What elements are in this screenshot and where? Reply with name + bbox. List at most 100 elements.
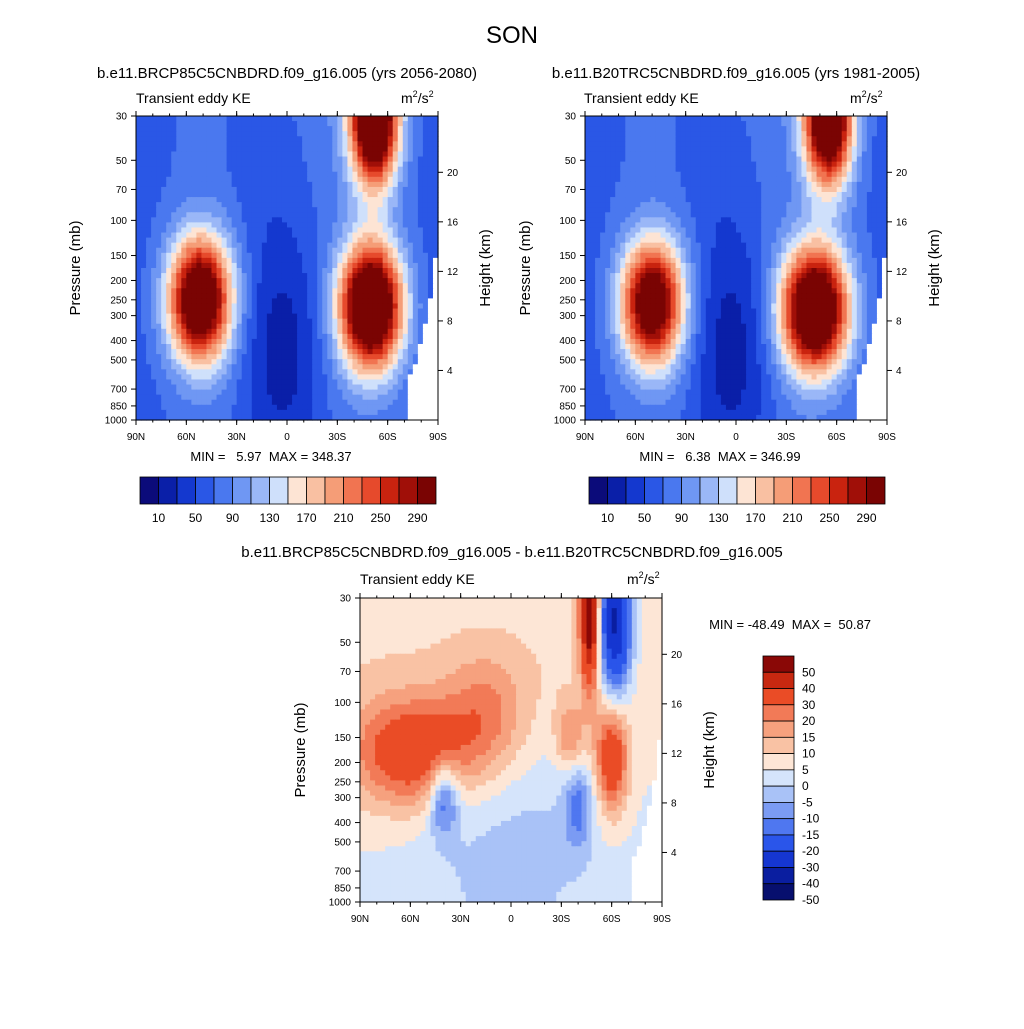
contour-cell — [171, 192, 177, 198]
contour-cell — [317, 293, 323, 299]
contour-cell — [352, 263, 358, 269]
contour-cell — [141, 227, 147, 233]
contour-cell — [292, 248, 298, 254]
contour-cell — [368, 390, 374, 396]
contour-cell — [827, 126, 833, 132]
contour-cell — [201, 263, 207, 269]
contour-cell — [201, 298, 207, 304]
contour-cell — [146, 248, 152, 254]
contour-cell — [201, 177, 207, 183]
contour-cell — [786, 172, 792, 178]
contour-cell — [817, 131, 823, 137]
contour-cell — [368, 212, 374, 218]
contour-cell — [242, 116, 248, 122]
contour-cell — [196, 339, 202, 345]
contour-cell — [786, 121, 792, 127]
contour-cell — [867, 207, 873, 213]
contour-cell — [428, 364, 434, 370]
contour-cell — [357, 197, 363, 203]
contour-cell — [766, 212, 772, 218]
contour-cell — [756, 151, 762, 157]
contour-cell — [222, 364, 228, 370]
contour-cell — [413, 238, 419, 244]
contour-cell — [252, 314, 258, 320]
contour-cell — [277, 116, 283, 122]
contour-cell — [156, 162, 162, 168]
contour-cell — [393, 212, 399, 218]
contour-cell — [706, 121, 712, 127]
contour-cell — [287, 253, 293, 259]
contour-cell — [832, 172, 838, 178]
contour-cell — [352, 258, 358, 264]
contour-cell — [191, 116, 197, 122]
contour-cell — [352, 354, 358, 360]
contour-cell — [812, 207, 818, 213]
contour-cell — [146, 278, 152, 284]
contour-cell — [761, 217, 767, 223]
contour-cell — [141, 243, 147, 249]
contour-cell — [277, 248, 283, 254]
contour-cell — [347, 314, 353, 320]
contour-cell — [791, 202, 797, 208]
contour-cell — [272, 309, 278, 315]
contour-cell — [277, 172, 283, 178]
contour-cell — [781, 187, 787, 193]
contour-cell — [342, 263, 348, 269]
contour-cell — [357, 349, 363, 355]
contour-cell — [867, 151, 873, 157]
contour-cell — [267, 324, 273, 330]
contour-cell — [252, 395, 258, 401]
contour-cell — [277, 222, 283, 228]
contour-cell — [756, 116, 762, 122]
contour-cell — [196, 410, 202, 416]
contour-cell — [277, 126, 283, 132]
contour-cell — [771, 146, 777, 152]
contour-cell — [206, 344, 212, 350]
contour-cell — [413, 379, 419, 385]
contour-cell — [287, 248, 293, 254]
contour-cell — [368, 400, 374, 406]
contour-cell — [418, 278, 424, 284]
contour-cell — [368, 349, 374, 355]
contour-cell — [212, 243, 218, 249]
contour-cell — [806, 121, 812, 127]
contour-cell — [368, 253, 374, 259]
contour-cell — [171, 390, 177, 396]
contour-cell — [237, 227, 243, 233]
contour-cell — [217, 369, 223, 375]
contour-cell — [136, 400, 142, 406]
contour-cell — [786, 136, 792, 142]
contour-cell — [716, 197, 722, 203]
contour-cell — [206, 238, 212, 244]
contour-cell — [161, 233, 167, 239]
contour-cell — [812, 192, 818, 198]
contour-cell — [696, 141, 702, 147]
contour-cell — [418, 141, 424, 147]
contour-cell — [701, 202, 707, 208]
contour-cell — [156, 233, 162, 239]
contour-cell — [398, 390, 404, 396]
contour-cell — [766, 167, 772, 173]
contour-cell — [761, 141, 767, 147]
contour-cell — [217, 374, 223, 380]
contour-cell — [206, 227, 212, 233]
contour-cell — [585, 192, 591, 198]
contour-cell — [191, 293, 197, 299]
contour-cell — [423, 182, 429, 188]
contour-cell — [217, 202, 223, 208]
contour-cell — [590, 182, 596, 188]
contour-cell — [151, 116, 157, 122]
contour-cell — [398, 324, 404, 330]
contour-cell — [317, 248, 323, 254]
contour-cell — [186, 379, 192, 385]
contour-cell — [332, 303, 338, 309]
contour-cell — [822, 126, 828, 132]
contour-cell — [287, 157, 293, 163]
contour-cell — [277, 324, 283, 330]
contour-cell — [786, 131, 792, 137]
contour-cell — [842, 167, 848, 173]
contour-cell — [357, 273, 363, 279]
contour-cell — [817, 162, 823, 168]
contour-cell — [322, 151, 328, 157]
contour-cell — [337, 329, 343, 335]
